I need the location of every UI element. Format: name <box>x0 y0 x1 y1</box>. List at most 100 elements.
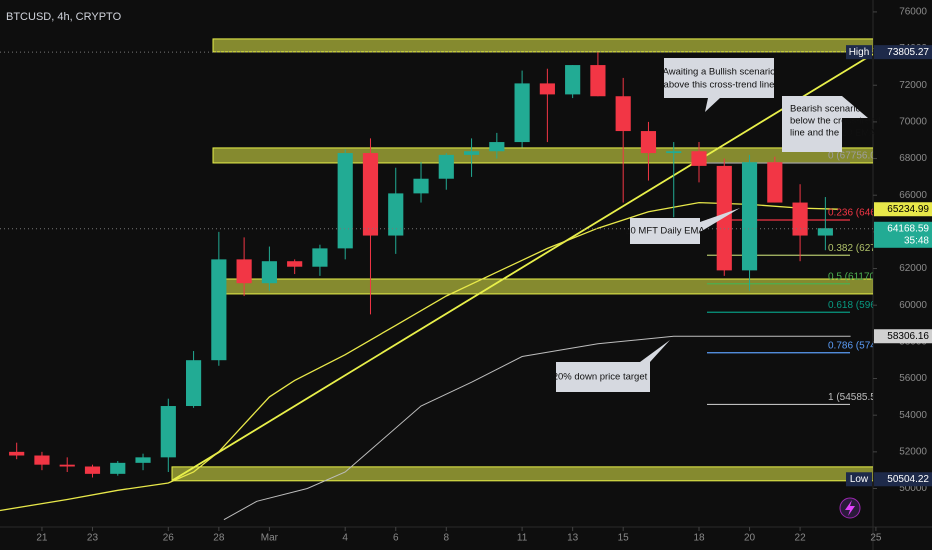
candle-body <box>211 259 227 361</box>
candle-body <box>312 248 328 267</box>
y-tick-label: 72000 <box>899 80 927 91</box>
callout-box <box>664 58 774 112</box>
candle-body <box>716 165 732 271</box>
x-tick-label: 15 <box>618 533 630 544</box>
candle-body <box>160 406 176 458</box>
candle-body <box>817 228 833 236</box>
candle-body <box>388 193 404 236</box>
support-resistance-zone <box>212 147 873 164</box>
callout-box <box>782 96 868 152</box>
candle-body <box>741 162 758 271</box>
callout-text: below the cross-trend <box>790 116 881 127</box>
candle-body <box>261 261 277 284</box>
callout-text: above this cross-trend line <box>664 80 775 91</box>
candle-body <box>34 455 50 465</box>
x-tick-label: Mar <box>261 533 279 544</box>
fib-label: 0.786 (57404.04) <box>828 340 904 351</box>
y-tick-label: 52000 <box>899 446 927 457</box>
candle-body <box>463 151 480 155</box>
y-tick-label: 76000 <box>899 7 927 18</box>
price-tag-caption-bg <box>846 45 872 60</box>
fib-label: 0 (67756.03) <box>828 151 885 162</box>
callout-text: Awaiting a Bullish scenario <box>663 67 776 78</box>
candle-body <box>640 131 657 154</box>
price-tag <box>874 329 932 344</box>
price-tag-caption: High <box>849 47 870 58</box>
price-tag-value: 73805.27 <box>887 47 929 58</box>
candle-body <box>9 451 25 456</box>
y-tick-label: 62000 <box>899 263 927 274</box>
candle-body <box>590 65 606 97</box>
candle-body <box>514 83 530 143</box>
y-tick-label: 56000 <box>899 373 927 384</box>
price-tag-value: 50504.22 <box>887 474 929 485</box>
candle-body <box>135 457 151 463</box>
price-tag-countdown: 35:48 <box>904 235 929 246</box>
callout-text: 20% down price target <box>553 372 648 383</box>
fib-label: 0.382 (62724.92) <box>828 243 904 254</box>
callout-box <box>630 208 740 244</box>
x-tick-label: 25 <box>870 533 882 544</box>
candle-body <box>792 202 808 236</box>
candle-body <box>615 96 631 132</box>
candle-body <box>666 151 682 154</box>
callout-box <box>556 340 670 392</box>
cross-trend-line <box>171 53 873 482</box>
x-tick-label: 8 <box>444 533 450 544</box>
candle-body <box>438 154 454 179</box>
y-tick-label: 66000 <box>899 190 927 201</box>
x-tick-label: 28 <box>213 533 225 544</box>
x-tick-label: 23 <box>87 533 99 544</box>
price-tag-caption: Low <box>850 474 869 485</box>
y-tick-label: 60000 <box>899 300 927 311</box>
candle-body <box>565 65 581 95</box>
candle-body <box>767 162 783 203</box>
candle-body <box>287 261 303 267</box>
candle-body <box>59 464 75 467</box>
symbol-title: BTCUSD, 4h, CRYPTO <box>6 11 122 23</box>
candle-body <box>691 151 707 166</box>
price-tag-value: 58306.16 <box>887 331 929 342</box>
ema-line <box>0 201 839 512</box>
target-line <box>223 335 851 521</box>
x-tick-label: 6 <box>393 533 399 544</box>
candle-body <box>413 178 429 194</box>
callout-text: line and the 20 EMA <box>790 128 876 139</box>
y-tick-label: 70000 <box>899 117 927 128</box>
x-tick-label: 20 <box>744 533 756 544</box>
candle-body <box>84 466 101 474</box>
fib-label: 0.5 (61170.81) <box>828 271 892 282</box>
price-tag <box>874 202 932 217</box>
price-tag-caption-bg <box>846 472 872 487</box>
price-tag <box>874 45 932 60</box>
alert-icon-bolt <box>845 500 855 516</box>
candle-body <box>110 462 126 474</box>
y-tick-label: 54000 <box>899 410 927 421</box>
candle-body <box>489 142 505 152</box>
x-tick-label: 26 <box>163 533 175 544</box>
fib-label: 0.236 (64647.82) <box>828 208 904 219</box>
candle-body <box>337 153 353 249</box>
candle-body <box>185 360 202 407</box>
support-resistance-zone <box>212 38 873 53</box>
x-tick-label: 11 <box>517 533 528 544</box>
candle-body <box>236 259 252 284</box>
support-resistance-zone <box>171 466 873 482</box>
y-tick-label: 68000 <box>899 153 927 164</box>
x-tick-label: 18 <box>693 533 705 544</box>
support-resistance-zone <box>212 278 873 295</box>
fib-label: 1 (54585.56) <box>828 392 885 403</box>
candle-body <box>362 153 379 236</box>
price-tag-value: 65234.99 <box>887 204 929 215</box>
x-tick-label: 21 <box>36 533 48 544</box>
x-tick-label: 4 <box>342 533 348 544</box>
fib-label: 0.618 (59616.69) <box>828 300 904 311</box>
callout-text: Bearish scenario <box>790 104 861 115</box>
callouts: Awaiting a Bullish scenario above this c… <box>553 58 881 392</box>
price-tag <box>874 472 932 487</box>
callout-text: 20 MFT Daily EMA <box>625 226 705 237</box>
price-tag-value: 64168.59 <box>887 223 929 234</box>
x-tick-label: 22 <box>795 533 807 544</box>
